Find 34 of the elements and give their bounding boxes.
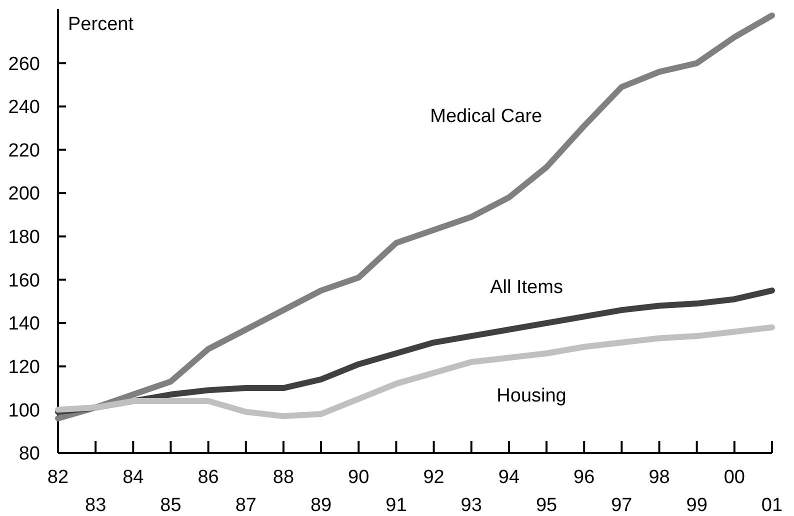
series-label: Medical Care [430,106,542,127]
x-tick-label: 85 [160,495,182,516]
x-tick-label: 94 [498,467,520,488]
x-tick-label: 86 [198,467,219,488]
y-tick-label: 220 [8,140,40,162]
x-tick-label: 83 [85,495,106,516]
x-tick-label: 88 [272,467,294,488]
x-tick-label: 87 [235,495,256,516]
y-tick-label: 160 [8,270,40,292]
x-tick-label: 95 [536,495,558,516]
y-tick-label: 120 [8,357,40,378]
x-tick-label: 82 [47,467,69,488]
y-tick-label: 200 [8,184,40,205]
x-tick-label: 00 [724,467,745,488]
x-tick-label: 84 [122,467,144,488]
series-label: Housing [496,385,566,406]
y-tick-label: 80 [18,444,40,465]
y-tick-label: 260 [8,54,40,75]
x-tick-label: 97 [611,495,632,516]
series-label: All Items [490,277,563,298]
x-tick-label: 93 [460,495,482,516]
x-tick-label: 90 [348,467,370,488]
y-axis-title: Percent [68,14,134,35]
y-tick-label: 240 [8,97,40,118]
y-tick-label: 180 [8,227,40,248]
x-tick-label: 91 [386,495,407,516]
x-tick-label: 92 [423,467,444,488]
x-tick-label: 98 [648,467,670,488]
x-tick-label: 99 [686,495,708,516]
x-tick-label: 01 [761,495,783,516]
x-tick-label: 96 [574,467,595,488]
y-tick-label: 140 [8,314,40,335]
x-tick-label: 89 [310,495,332,516]
y-tick-label: 100 [8,400,40,422]
